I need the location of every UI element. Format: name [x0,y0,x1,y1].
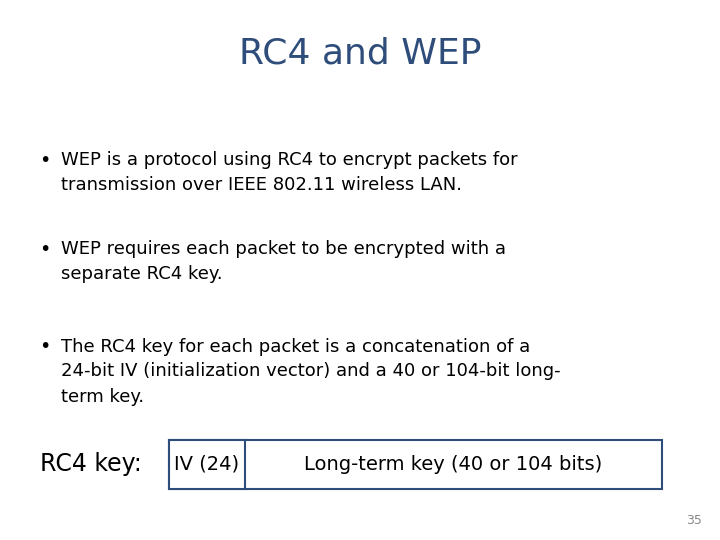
Text: RC4 key:: RC4 key: [40,453,141,476]
Text: IV (24): IV (24) [174,455,240,474]
Text: •: • [40,240,51,259]
Text: •: • [40,338,51,356]
Text: WEP requires each packet to be encrypted with a
separate RC4 key.: WEP requires each packet to be encrypted… [61,240,506,284]
Text: Long-term key (40 or 104 bits): Long-term key (40 or 104 bits) [305,455,603,474]
Text: 35: 35 [686,514,702,526]
Text: The RC4 key for each packet is a concatenation of a
24-bit IV (initialization ve: The RC4 key for each packet is a concate… [61,338,561,406]
Text: •: • [40,151,51,170]
Text: RC4 and WEP: RC4 and WEP [239,37,481,71]
FancyBboxPatch shape [169,440,245,489]
Text: WEP is a protocol using RC4 to encrypt packets for
transmission over IEEE 802.11: WEP is a protocol using RC4 to encrypt p… [61,151,518,194]
FancyBboxPatch shape [169,440,662,489]
